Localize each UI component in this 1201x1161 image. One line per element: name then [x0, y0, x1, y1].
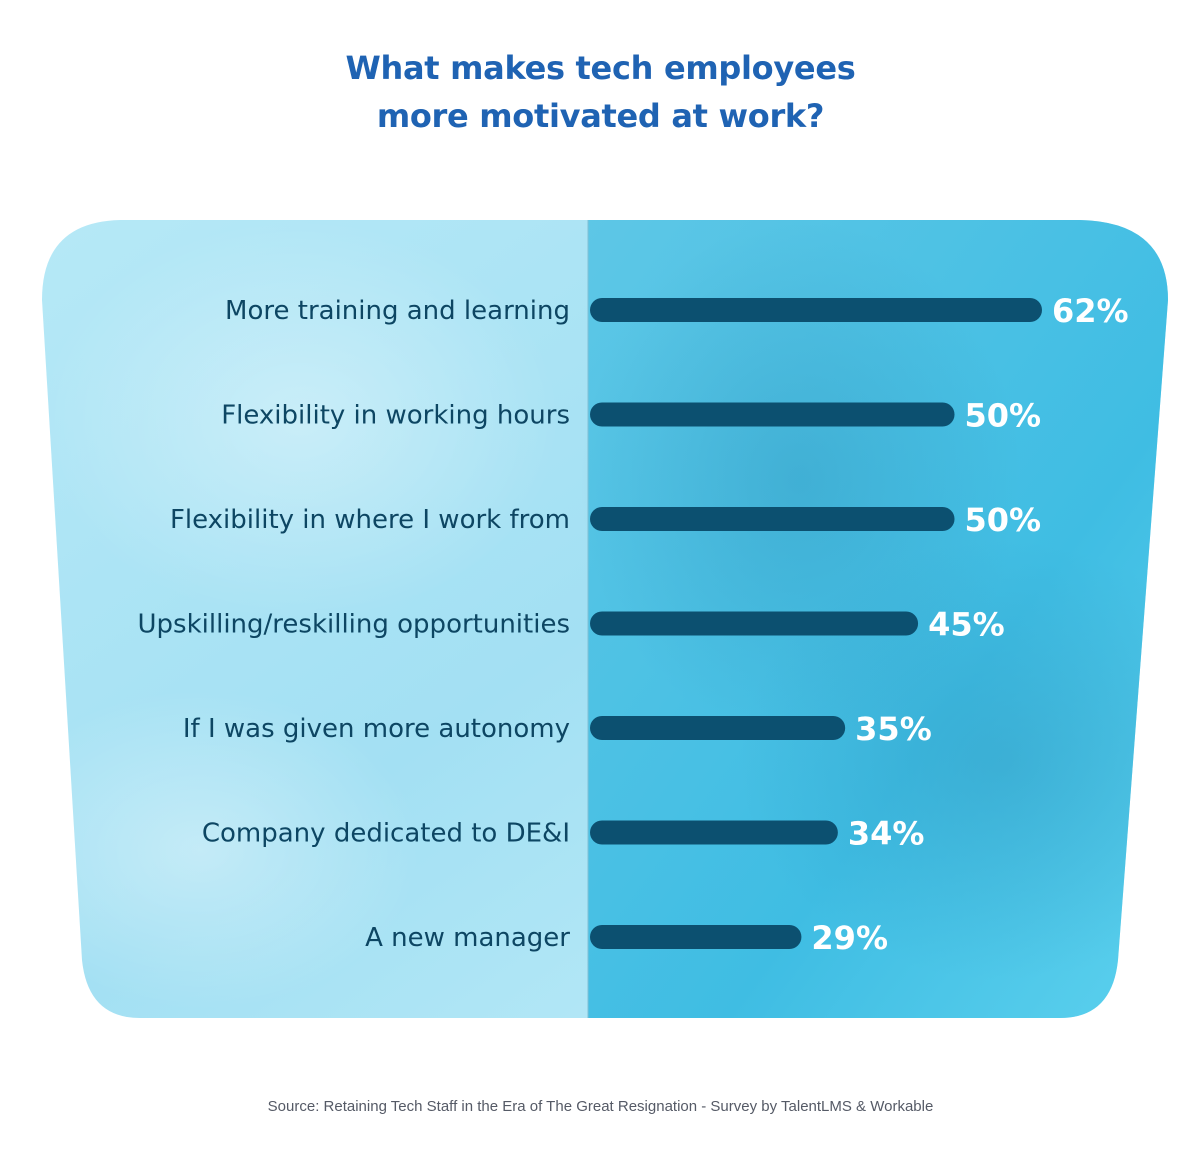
category-label: If I was given more autonomy	[183, 714, 570, 744]
bar	[590, 925, 802, 949]
bar	[590, 507, 955, 531]
chart-title: What makes tech employees more motivated…	[0, 44, 1201, 140]
value-label: 50%	[965, 501, 1042, 539]
chart-title-line-2: more motivated at work?	[376, 97, 825, 135]
bar	[590, 820, 838, 845]
source-note: Source: Retaining Tech Staff in the Era …	[267, 1098, 934, 1115]
category-label: Flexibility in where I work from	[170, 505, 570, 535]
value-label: 35%	[855, 710, 932, 748]
category-label: A new manager	[365, 923, 570, 953]
value-label: 62%	[1052, 292, 1129, 330]
category-label: Company dedicated to DE&I	[202, 819, 570, 849]
background-panel	[42, 220, 1168, 1018]
value-label: 45%	[928, 606, 1005, 644]
background-photo-highlight	[42, 690, 420, 1010]
value-label: 34%	[848, 815, 925, 853]
background-photo-highlight	[42, 220, 560, 620]
bar	[590, 716, 846, 740]
value-label: 29%	[811, 919, 888, 957]
value-label: 50%	[965, 397, 1042, 435]
category-label: Upskilling/reskilling opportunities	[138, 610, 570, 640]
bar	[590, 402, 955, 427]
chart-title-line-1: What makes tech employees	[345, 49, 856, 87]
bar	[590, 298, 1042, 322]
category-label: More training and learning	[225, 296, 570, 326]
bars-layer: More training and learning 62% Flexibility…	[138, 292, 1129, 957]
bar	[590, 611, 919, 636]
category-label: Flexibility in working hours	[221, 401, 570, 431]
